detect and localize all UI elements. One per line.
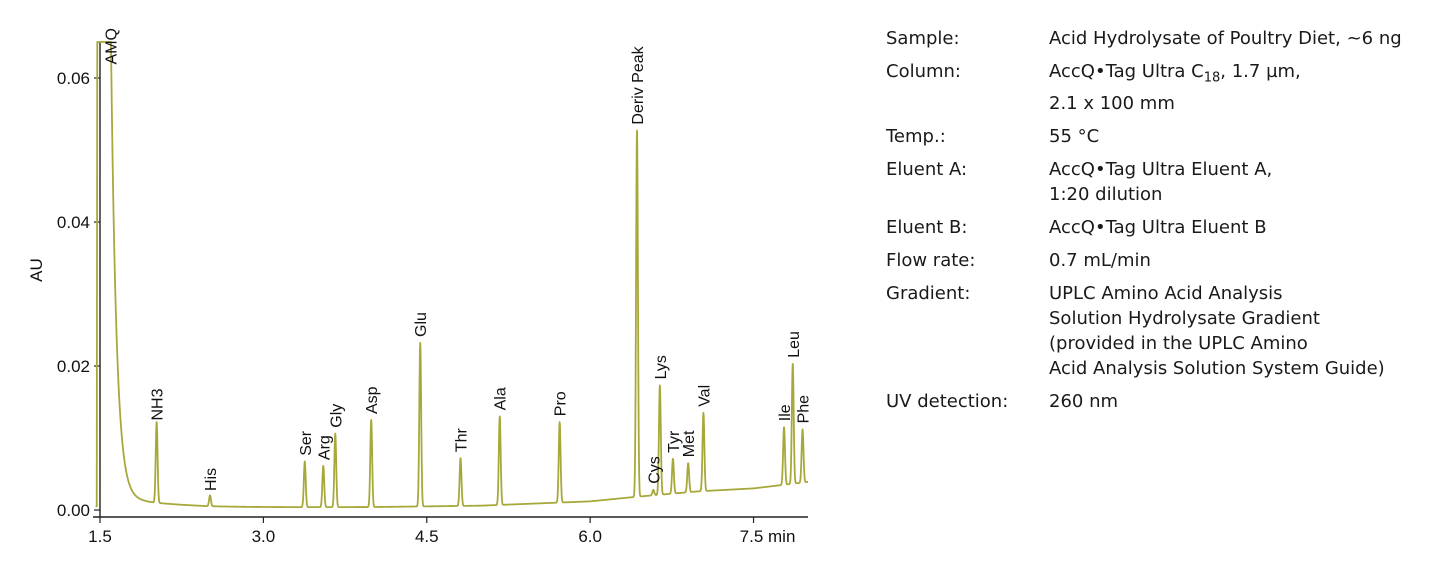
condition-label: Eluent B:: [886, 216, 968, 238]
condition-value: 55 °C: [1049, 125, 1100, 147]
chart-axes: 0.00 0.02 0.04 0.06 1.5 3.0 4.5 6.0 7.5 min: [57, 42, 808, 546]
condition-label: Temp.:: [886, 125, 946, 147]
x-tick-label: 6.0: [578, 527, 602, 546]
condition-row: Eluent A: AccQ•Tag Ultra Eluent A, 1:20 d…: [886, 157, 1431, 207]
chromatogram-chart: 0.00 0.02 0.04 0.06 1.5 3.0 4.5 6.0 7.5 min AMQ N…: [27, 28, 813, 546]
condition-value: 0.7 mL/min: [1049, 249, 1151, 271]
peak-label-lys: Lys: [653, 355, 670, 379]
peak-label-amq: AMQ: [103, 28, 120, 64]
condition-value: Acid Hydrolysate of Poultry Diet, ~6 ng: [1049, 28, 1402, 49]
method-conditions-panel: Sample: Acid Hydrolysate of Poultry Diet,…: [886, 26, 1431, 422]
peak-label-phe: Phe: [796, 395, 813, 424]
condition-label: Column:: [886, 61, 961, 82]
peak-label-thr: Thr: [454, 428, 471, 453]
peak-label-val: Val: [696, 385, 713, 407]
peak-label-ala: Ala: [493, 387, 510, 410]
peak-label-pro: Pro: [553, 391, 570, 416]
condition-label: Eluent A:: [886, 158, 968, 180]
x-tick-label: 3.0: [252, 527, 276, 546]
peak-labels: AMQ NH3 His Ser Arg Gly Asp Glu Thr Ala Pro Deriv P…: [103, 28, 812, 491]
peak-label-asp: Asp: [364, 386, 381, 414]
condition-row: Sample: Acid Hydrolysate of Poultry Diet,…: [886, 26, 1431, 51]
condition-value: 260 nm: [1049, 390, 1119, 412]
peak-label-ser: Ser: [298, 430, 315, 456]
peak-label-leu: Leu: [786, 331, 803, 358]
condition-label: Flow rate:: [886, 249, 976, 271]
condition-row: Eluent B: AccQ•Tag Ultra Eluent B: [886, 215, 1431, 240]
y-tick-label: 0.02: [57, 357, 90, 376]
condition-value: AccQ•Tag Ultra Eluent B: [1049, 216, 1267, 238]
condition-row: Temp.: 55 °C: [886, 124, 1431, 149]
condition-label: Sample:: [886, 28, 960, 49]
condition-label: Gradient:: [886, 282, 971, 304]
peak-label-gly: Gly: [328, 404, 345, 428]
y-tick-label: 0.04: [57, 213, 90, 232]
y-tick-label: 0.06: [57, 69, 90, 88]
chromatogram-trace: [95, 41, 809, 509]
peak-label-glu: Glu: [413, 312, 430, 337]
peak-label-ile: Ile: [777, 404, 794, 421]
peak-label-cys: Cys: [646, 456, 663, 484]
peak-label-tyr: Tyr: [666, 430, 683, 453]
y-axis-title: AU: [27, 258, 46, 282]
x-tick-label: 4.5: [415, 527, 439, 546]
condition-row: UV detection: 260 nm: [886, 389, 1431, 414]
condition-value: UPLC Amino Acid Analysis Solution Hydrol…: [1049, 282, 1385, 379]
condition-row: Gradient: UPLC Amino Acid Analysis Soluti…: [886, 281, 1431, 381]
peak-label-his: His: [203, 468, 220, 491]
x-tick-label: 1.5: [88, 527, 112, 546]
peak-label-arg: Arg: [316, 435, 333, 460]
x-tick-label: 7.5 min: [740, 527, 796, 546]
condition-row: Column: AccQ•Tag Ultra C18, 1.7 µm, 2.1 x …: [886, 59, 1431, 116]
peak-label-nh3: NH3: [150, 388, 167, 420]
y-tick-label: 0.00: [57, 501, 90, 520]
peak-label-met: Met: [681, 430, 698, 457]
condition-value: AccQ•Tag Ultra Eluent A, 1:20 dilution: [1049, 158, 1273, 205]
peak-label-deriv-peak: Deriv Peak: [630, 45, 647, 124]
condition-label: UV detection:: [886, 390, 1009, 412]
condition-row: Flow rate: 0.7 mL/min: [886, 248, 1431, 273]
condition-value: AccQ•Tag Ultra C18, 1.7 µm, 2.1 x 100 mm: [1049, 61, 1301, 114]
